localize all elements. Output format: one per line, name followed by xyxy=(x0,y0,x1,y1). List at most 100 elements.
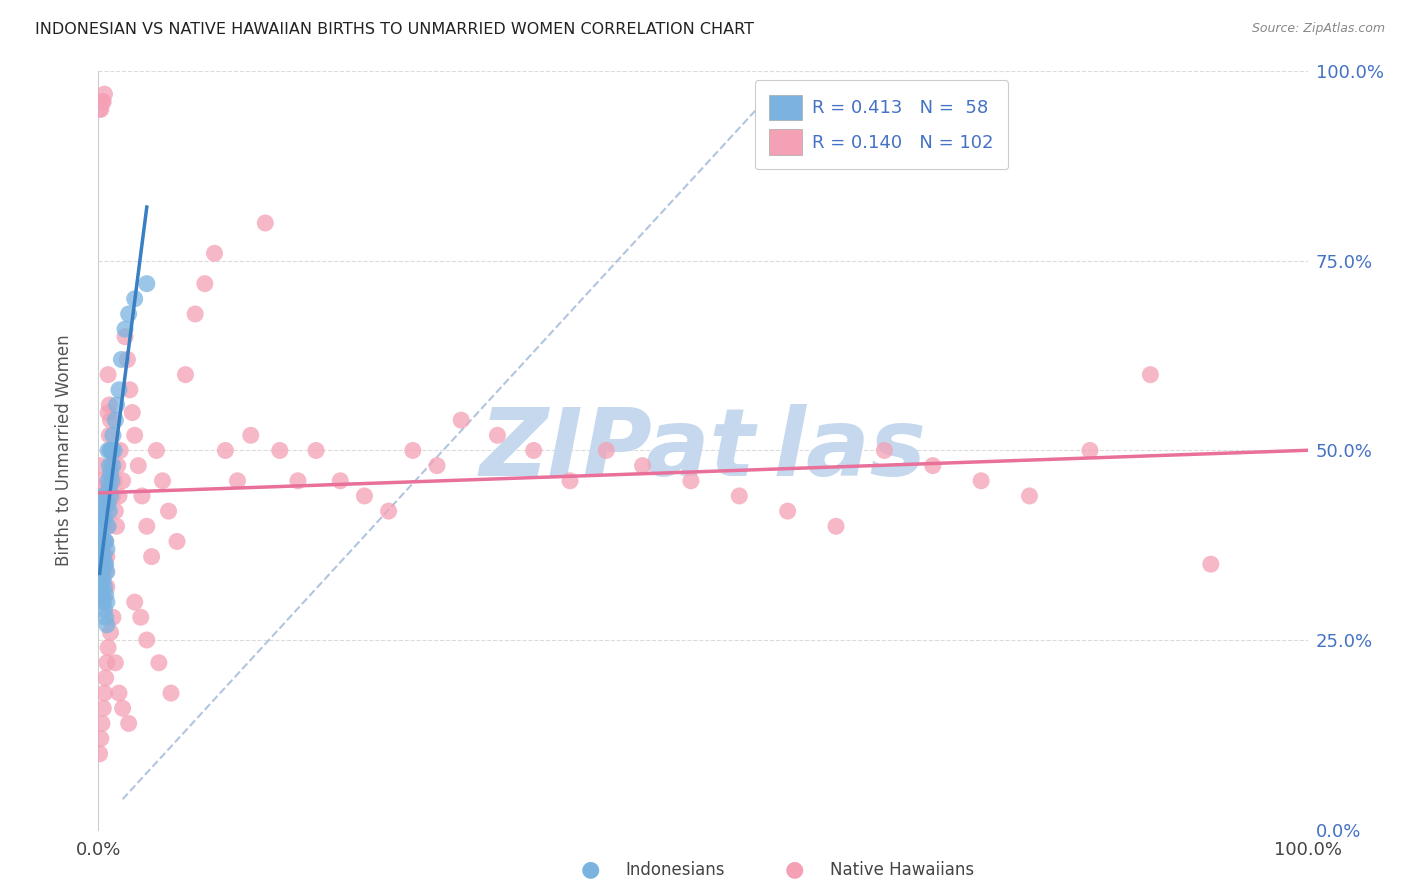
Point xyxy=(402,443,425,458)
Point xyxy=(96,595,118,609)
Text: ●: ● xyxy=(581,860,600,880)
Point xyxy=(204,246,226,260)
Point xyxy=(108,489,131,503)
Point xyxy=(98,398,121,412)
Point xyxy=(93,686,115,700)
Point xyxy=(426,458,449,473)
Y-axis label: Births to Unmarried Women: Births to Unmarried Women xyxy=(55,334,73,566)
Point xyxy=(728,489,751,503)
Point xyxy=(121,405,143,420)
Point xyxy=(91,701,114,715)
Point xyxy=(91,489,114,503)
Point xyxy=(129,610,152,624)
Point xyxy=(91,588,114,602)
Point xyxy=(90,580,112,594)
Point xyxy=(97,405,120,420)
Point xyxy=(108,686,131,700)
Point xyxy=(91,549,114,564)
Point xyxy=(89,458,111,473)
Point xyxy=(377,504,399,518)
Point xyxy=(100,443,122,458)
Point xyxy=(558,474,581,488)
Point xyxy=(98,428,121,442)
Point xyxy=(104,413,127,427)
Point xyxy=(100,443,122,458)
Point xyxy=(91,542,114,557)
Point xyxy=(93,580,115,594)
Point xyxy=(91,573,114,587)
Point xyxy=(450,413,472,427)
Legend: R = 0.413   N =  58, R = 0.140   N = 102: R = 0.413 N = 58, R = 0.140 N = 102 xyxy=(755,80,1008,169)
Point xyxy=(96,580,118,594)
Point xyxy=(239,428,262,442)
Point xyxy=(184,307,207,321)
Text: ●: ● xyxy=(785,860,804,880)
Point xyxy=(89,747,111,761)
Point xyxy=(90,103,112,117)
Text: Native Hawaiians: Native Hawaiians xyxy=(830,861,974,879)
Point xyxy=(97,368,120,382)
Point xyxy=(93,489,115,503)
Point xyxy=(97,443,120,458)
Point xyxy=(91,534,114,549)
Point xyxy=(631,458,654,473)
Point xyxy=(152,474,174,488)
Point xyxy=(921,458,943,473)
Point xyxy=(89,482,111,496)
Point xyxy=(94,610,117,624)
Point xyxy=(108,383,131,397)
Point xyxy=(96,549,118,564)
Point xyxy=(254,216,277,230)
Point xyxy=(97,640,120,655)
Point xyxy=(94,588,117,602)
Point xyxy=(100,458,122,473)
Point xyxy=(127,458,149,473)
Point xyxy=(873,443,896,458)
Point xyxy=(90,526,112,541)
Point xyxy=(101,610,124,624)
Point xyxy=(93,496,115,510)
Point xyxy=(94,671,117,685)
Point xyxy=(89,534,111,549)
Point xyxy=(486,428,509,442)
Point xyxy=(103,474,125,488)
Point xyxy=(595,443,617,458)
Point xyxy=(148,656,170,670)
Point xyxy=(131,489,153,503)
Point xyxy=(104,504,127,518)
Point xyxy=(90,474,112,488)
Point xyxy=(100,489,122,503)
Text: ZIPat las: ZIPat las xyxy=(479,404,927,497)
Point xyxy=(135,519,157,533)
Point xyxy=(353,489,375,503)
Point xyxy=(91,489,114,503)
Point xyxy=(91,534,114,549)
Point xyxy=(679,474,702,488)
Point xyxy=(141,549,163,564)
Point xyxy=(825,519,848,533)
Point xyxy=(98,504,121,518)
Point xyxy=(91,565,114,579)
Point xyxy=(94,534,117,549)
Point xyxy=(90,504,112,518)
Point xyxy=(101,458,124,473)
Point xyxy=(93,534,115,549)
Point xyxy=(118,383,141,397)
Point xyxy=(124,595,146,609)
Point xyxy=(90,731,112,746)
Text: Indonesians: Indonesians xyxy=(626,861,725,879)
Point xyxy=(105,398,128,412)
Point xyxy=(93,603,115,617)
Point xyxy=(100,474,122,488)
Point xyxy=(100,625,122,640)
Point xyxy=(97,474,120,488)
Point xyxy=(93,512,115,526)
Point xyxy=(90,542,112,557)
Point xyxy=(1018,489,1040,503)
Point xyxy=(100,413,122,427)
Point xyxy=(287,474,309,488)
Point xyxy=(94,565,117,579)
Point xyxy=(91,716,114,731)
Point xyxy=(135,277,157,291)
Point xyxy=(91,519,114,533)
